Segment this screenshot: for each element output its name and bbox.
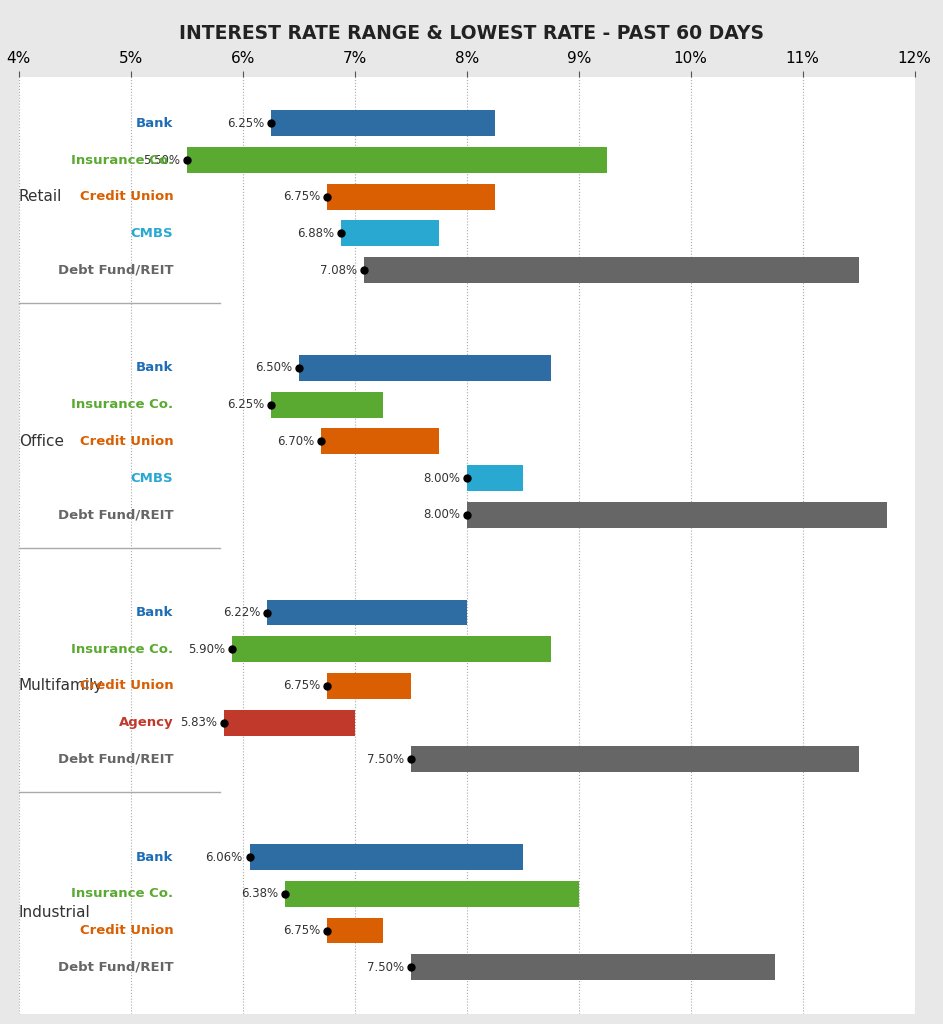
Text: Credit Union: Credit Union <box>80 190 174 203</box>
Text: 7.50%: 7.50% <box>367 753 405 766</box>
Bar <box>268 600 467 626</box>
Text: 5.50%: 5.50% <box>143 154 180 167</box>
Text: 5.90%: 5.90% <box>188 643 225 655</box>
Text: Debt Fund/REIT: Debt Fund/REIT <box>58 961 174 974</box>
Text: Debt Fund/REIT: Debt Fund/REIT <box>58 753 174 766</box>
Text: Credit Union: Credit Union <box>80 435 174 447</box>
Bar <box>364 257 859 283</box>
Text: Insurance Co.: Insurance Co. <box>72 643 174 655</box>
Text: Office: Office <box>19 434 64 449</box>
Text: 6.75%: 6.75% <box>283 924 320 937</box>
Text: Credit Union: Credit Union <box>80 679 174 692</box>
Text: Retail: Retail <box>19 189 62 204</box>
Bar <box>322 428 438 455</box>
Text: Bank: Bank <box>136 851 174 863</box>
Bar <box>327 673 411 698</box>
Text: Insurance Co.: Insurance Co. <box>72 154 174 167</box>
Bar <box>187 147 606 173</box>
Text: 6.25%: 6.25% <box>227 117 264 130</box>
Text: Bank: Bank <box>136 361 174 375</box>
Text: 7.50%: 7.50% <box>367 961 405 974</box>
Text: 6.75%: 6.75% <box>283 190 320 203</box>
Text: Insurance Co.: Insurance Co. <box>72 888 174 900</box>
Text: 8.00%: 8.00% <box>423 471 460 484</box>
Bar <box>271 111 495 136</box>
Text: 6.25%: 6.25% <box>227 398 264 412</box>
Text: Multifamily: Multifamily <box>19 679 103 693</box>
Text: Credit Union: Credit Union <box>80 924 174 937</box>
Text: 7.08%: 7.08% <box>320 263 357 276</box>
Text: CMBS: CMBS <box>131 227 174 240</box>
Text: Debt Fund/REIT: Debt Fund/REIT <box>58 508 174 521</box>
Text: 6.50%: 6.50% <box>255 361 292 375</box>
Text: 6.75%: 6.75% <box>283 679 320 692</box>
Text: Agency: Agency <box>119 716 174 729</box>
Text: 6.38%: 6.38% <box>241 888 279 900</box>
Bar <box>411 954 775 980</box>
Bar <box>327 183 495 210</box>
Text: 6.88%: 6.88% <box>298 227 335 240</box>
Bar <box>250 844 522 870</box>
Text: Insurance Co.: Insurance Co. <box>72 398 174 412</box>
Text: 6.22%: 6.22% <box>223 606 260 620</box>
Text: 5.83%: 5.83% <box>180 716 217 729</box>
Bar <box>271 392 383 418</box>
Text: Bank: Bank <box>136 117 174 130</box>
Bar <box>223 710 355 735</box>
Bar <box>286 881 579 907</box>
Text: CMBS: CMBS <box>131 471 174 484</box>
Bar <box>299 355 551 381</box>
Text: Bank: Bank <box>136 606 174 620</box>
Bar <box>341 220 438 247</box>
Bar <box>467 502 886 527</box>
Text: 6.70%: 6.70% <box>277 435 315 447</box>
Bar <box>411 746 859 772</box>
Bar <box>467 465 522 490</box>
Text: 8.00%: 8.00% <box>423 508 460 521</box>
Text: Industrial: Industrial <box>19 904 91 920</box>
Text: Debt Fund/REIT: Debt Fund/REIT <box>58 263 174 276</box>
Bar <box>327 918 383 943</box>
Text: INTEREST RATE RANGE & LOWEST RATE - PAST 60 DAYS: INTEREST RATE RANGE & LOWEST RATE - PAST… <box>179 24 764 43</box>
Text: 6.06%: 6.06% <box>206 851 243 863</box>
Bar <box>232 636 551 663</box>
